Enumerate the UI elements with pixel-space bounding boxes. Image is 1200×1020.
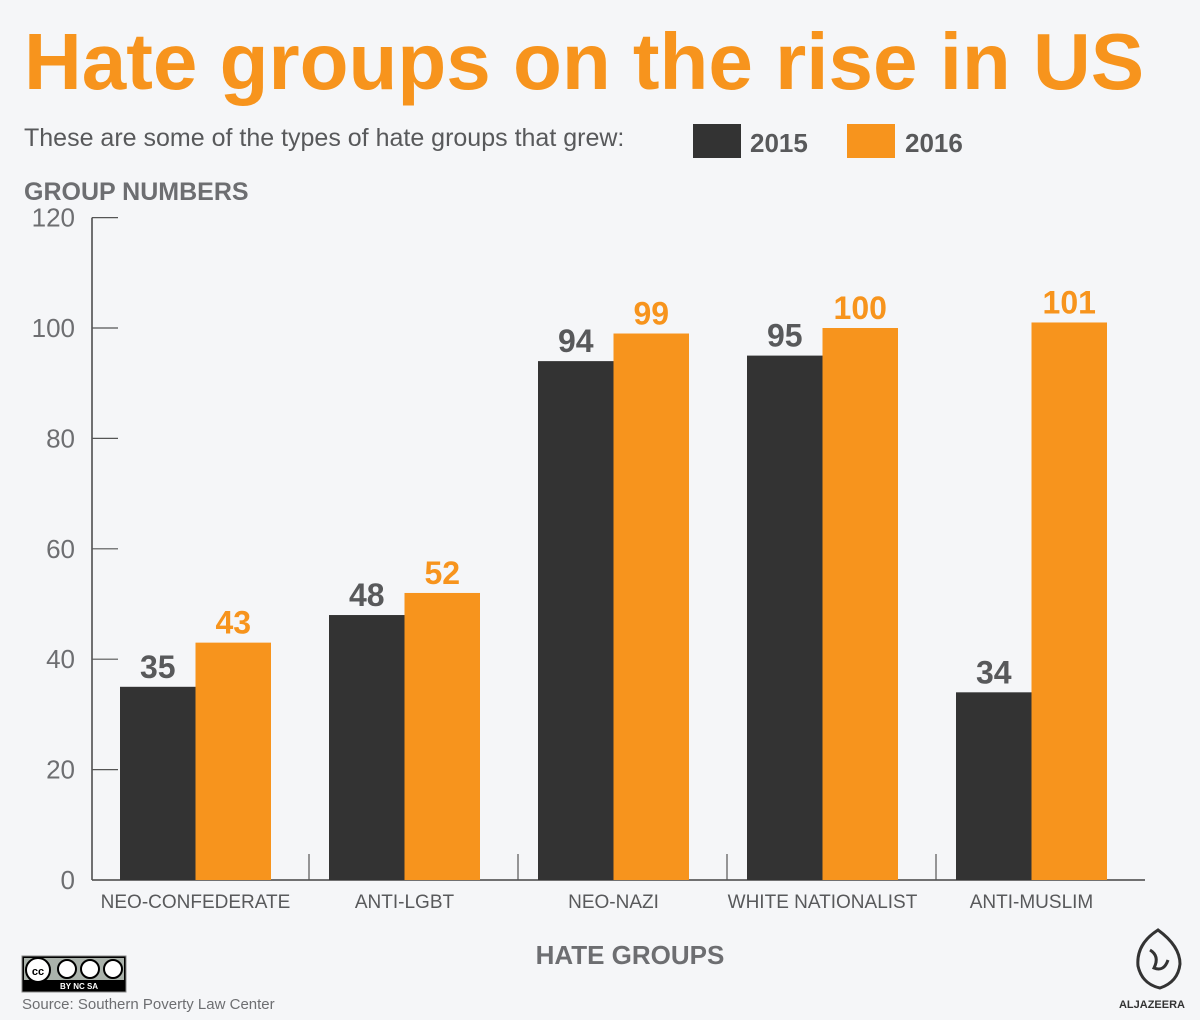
bar-2015 [956, 692, 1032, 880]
x-tick-label: NEO-CONFEDERATE [101, 892, 291, 913]
data-label-2016: 100 [834, 290, 887, 326]
data-label-2016: 101 [1043, 284, 1096, 320]
y-tick-label: 20 [46, 755, 75, 785]
y-tick-label: 40 [46, 644, 75, 674]
legend-label-2015: 2015 [750, 128, 808, 158]
data-label-2015: 94 [558, 323, 594, 359]
source-note: Source: Southern Poverty Law Center [22, 996, 275, 1013]
bar-2015 [747, 355, 823, 881]
bar-2016 [404, 592, 480, 880]
y-tick-label: 120 [32, 203, 75, 233]
x-tick-label: NEO-NAZI [568, 892, 659, 913]
page-title: Hate groups on the rise in US [24, 17, 1145, 106]
bar-2015 [329, 615, 405, 880]
data-label-2016: 43 [215, 605, 251, 641]
bar-2015 [538, 361, 614, 880]
x-tick-label: WHITE NATIONALIST [728, 892, 918, 913]
data-label-2016: 99 [633, 296, 669, 332]
subtitle: These are some of the types of hate grou… [24, 124, 625, 152]
bar-2016 [613, 333, 689, 880]
data-label-2016: 52 [424, 555, 460, 591]
y-tick-label: 60 [46, 534, 75, 564]
data-label-2015: 35 [140, 649, 176, 685]
x-tick-label: ANTI-LGBT [355, 892, 455, 913]
bar-2016 [195, 642, 271, 880]
y-tick-label: 100 [32, 313, 75, 343]
data-label-2015: 34 [976, 654, 1012, 690]
bar-2016 [1031, 322, 1107, 881]
legend-swatch-2016 [847, 124, 895, 158]
data-label-2015: 48 [349, 577, 385, 613]
y-axis-label: GROUP NUMBERS [24, 178, 249, 206]
bar-2016 [822, 328, 898, 880]
y-tick-label: 0 [61, 865, 75, 895]
x-tick-label: ANTI-MUSLIM [970, 892, 1094, 913]
y-tick-label: 80 [46, 423, 75, 453]
legend-swatch-2015 [693, 124, 741, 158]
legend-label-2016: 2016 [905, 128, 963, 158]
bar-2015 [120, 686, 196, 880]
data-label-2015: 95 [767, 318, 803, 354]
x-axis-label: HATE GROUPS [535, 940, 725, 970]
